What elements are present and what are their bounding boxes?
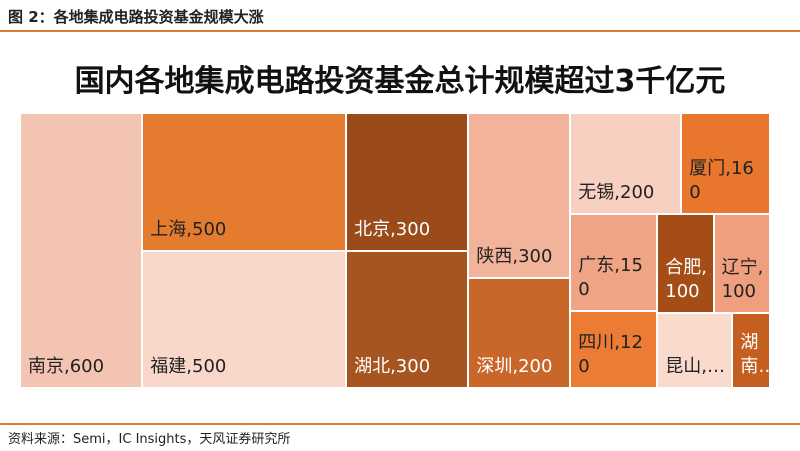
cell-label: 上海,500 bbox=[150, 218, 227, 240]
cell-label: 昆山,… bbox=[665, 355, 725, 377]
footer-rule bbox=[0, 423, 800, 425]
cell-label: 四川,120 bbox=[578, 331, 643, 377]
treemap-cell: 南京,600 bbox=[20, 113, 143, 388]
cell-label: 福建,500 bbox=[150, 356, 227, 377]
treemap-cell: 北京,300 bbox=[346, 113, 469, 251]
cell-label: 厦门,160 bbox=[689, 158, 754, 204]
treemap-cell: 上海,500 bbox=[142, 113, 347, 251]
treemap-cell: 陕西,300 bbox=[468, 113, 571, 278]
cell-label: 深圳,200 bbox=[476, 356, 553, 377]
treemap-cell: 深圳,200 bbox=[468, 278, 571, 388]
figure-header: 图 2：各地集成电路投资基金规模大涨 bbox=[8, 8, 264, 26]
treemap-cell: 广东,150 bbox=[570, 214, 658, 311]
treemap: 南京,600 上海,500 福建,500 北京,300 湖北,300 陕西,300 深圳,2… bbox=[20, 113, 770, 388]
cell-label: 合肥,100 bbox=[665, 257, 707, 303]
header-rule bbox=[0, 30, 800, 32]
chart-title: 国内各地集成电路投资基金总计规模超过3千亿元 bbox=[74, 64, 726, 99]
cell-label: 湖北,300 bbox=[354, 356, 431, 377]
treemap-cell: 四川,120 bbox=[570, 310, 658, 388]
treemap-cell: 昆山,… bbox=[657, 313, 733, 388]
treemap-cell: 无锡,200 bbox=[570, 113, 682, 215]
cell-label: 南京,600 bbox=[28, 356, 105, 377]
treemap-cell: 辽宁,100 bbox=[713, 214, 770, 314]
treemap-cell: 湖南… bbox=[732, 313, 770, 388]
treemap-cell: 厦门,160 bbox=[681, 113, 770, 215]
cell-label: 广东,150 bbox=[578, 254, 643, 300]
cell-label: 辽宁,100 bbox=[721, 257, 764, 303]
treemap-cell: 福建,500 bbox=[142, 250, 347, 388]
source-note: 资料来源：Semi，IC Insights，天风证券研究所 bbox=[8, 432, 291, 447]
cell-label: 湖南… bbox=[740, 331, 769, 377]
cell-label: 无锡,200 bbox=[578, 182, 655, 204]
treemap-cell: 合肥,100 bbox=[657, 214, 714, 314]
cell-label: 北京,300 bbox=[354, 218, 431, 240]
cell-label: 陕西,300 bbox=[476, 246, 553, 267]
treemap-cell: 湖北,300 bbox=[346, 250, 469, 388]
